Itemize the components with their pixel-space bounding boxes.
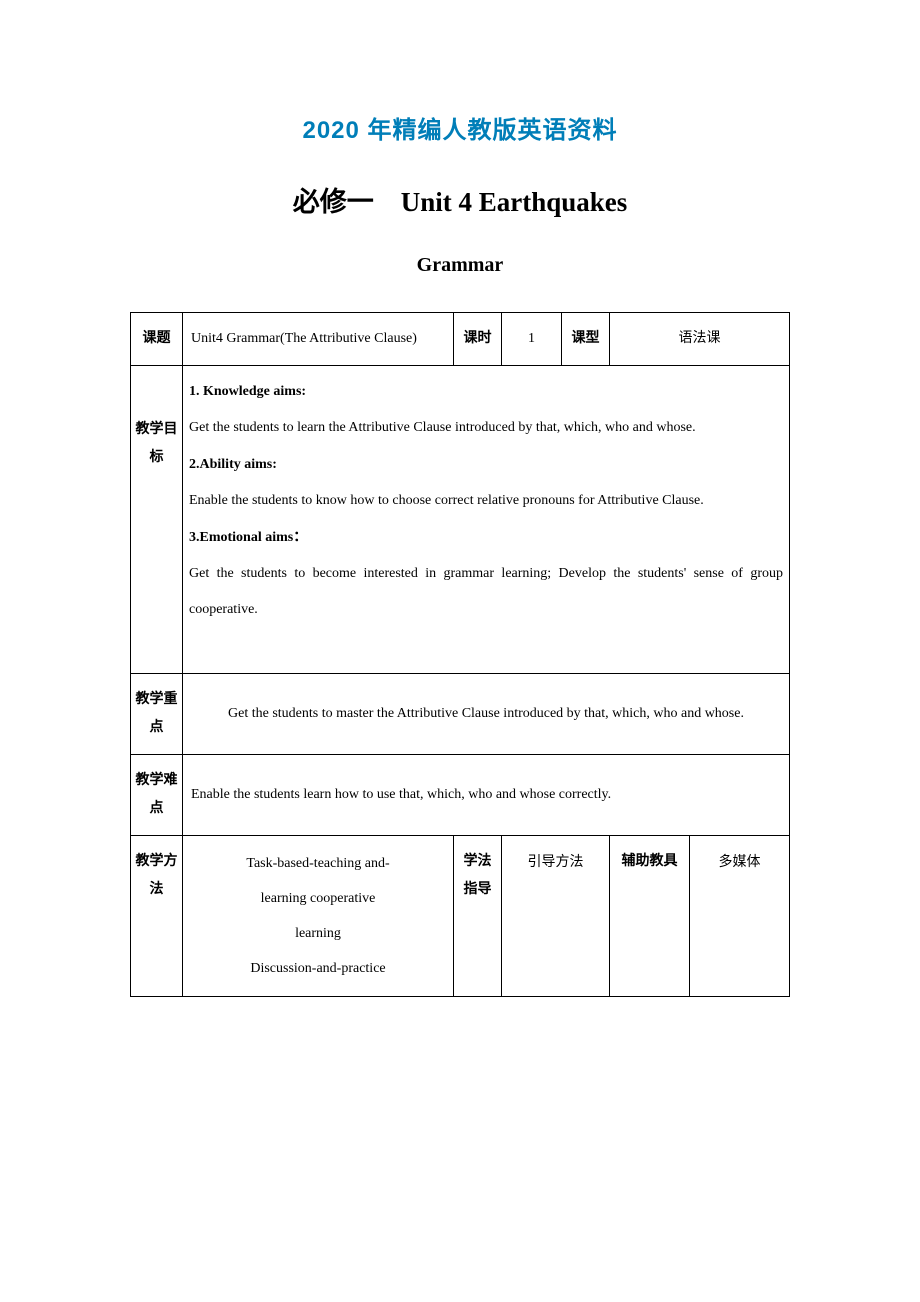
methods-line1: Task-based-teaching and- [246,856,389,871]
cell-type: 语法课 [610,313,790,366]
aims-text-ability: Enable the students to know how to choos… [189,483,783,519]
aims-padding [189,629,783,665]
label-aid: 辅助教具 [610,836,690,997]
aims-heading-emotional: 3.Emotional aims： [189,520,783,556]
table-row-difficulties: 教学难点 Enable the students learn how to us… [131,755,790,836]
label-difficulties: 教学难点 [131,755,183,836]
cell-aid: 多媒体 [690,836,790,997]
table-row-methods: 教学方法 Task-based-teaching and- learning c… [131,836,790,997]
label-guide: 学法指导 [454,836,502,997]
table-row-keypoints: 教学重点 Get the students to master the Attr… [131,674,790,755]
label-period: 课时 [454,313,502,366]
document-header: 2020 年精编人教版英语资料 [130,110,790,145]
table-row-aims: 教学目标 1. Knowledge aims: Get the students… [131,366,790,674]
document-subtitle: Grammar [130,254,790,277]
methods-line4: Discussion-and-practice [250,961,385,976]
cell-guide: 引导方法 [502,836,610,997]
cell-topic: Unit4 Grammar(The Attributive Clause) [183,313,454,366]
aims-heading-ability: 2.Ability aims: [189,447,783,483]
methods-line2: learning cooperative [261,891,376,906]
label-keypoints: 教学重点 [131,674,183,755]
cell-difficulties: Enable the students learn how to use tha… [183,755,790,836]
methods-line3: learning [295,926,341,941]
lesson-plan-table: 课题 Unit4 Grammar(The Attributive Clause)… [130,312,790,997]
aims-heading-knowledge: 1. Knowledge aims: [189,374,783,410]
cell-methods: Task-based-teaching and- learning cooper… [183,836,454,997]
label-type: 课型 [562,313,610,366]
label-topic: 课题 [131,313,183,366]
aims-text-knowledge: Get the students to learn the Attributiv… [189,410,783,446]
document-title: 必修一 Unit 4 Earthquakes [130,180,790,219]
label-methods: 教学方法 [131,836,183,997]
label-aims: 教学目标 [131,366,183,674]
cell-aims: 1. Knowledge aims: Get the students to l… [183,366,790,674]
cell-keypoints: Get the students to master the Attributi… [183,674,790,755]
cell-period: 1 [502,313,562,366]
aims-text-emotional: Get the students to become interested in… [189,556,783,629]
document-page: 2020 年精编人教版英语资料 必修一 Unit 4 Earthquakes G… [0,0,920,1087]
table-row-topic: 课题 Unit4 Grammar(The Attributive Clause)… [131,313,790,366]
